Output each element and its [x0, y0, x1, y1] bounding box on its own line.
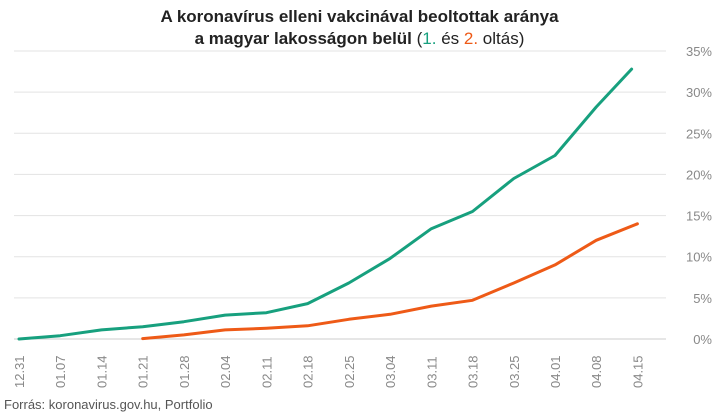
title-main: a magyar lakosságon belül — [194, 29, 412, 48]
x-tick-label: 03.11 — [424, 356, 439, 388]
title-dose2: 2. — [463, 29, 479, 48]
x-tick-label: 01.14 — [94, 355, 109, 388]
x-tick-label: 02.18 — [301, 355, 316, 388]
y-tick-label: 0% — [693, 332, 712, 347]
y-axis-tick-labels: 0% 5% 10% 15% 20% 25% 30% 35% — [686, 44, 712, 347]
x-tick-label: 03.18 — [466, 355, 481, 388]
title-paren-close: ) — [518, 29, 525, 48]
x-tick-label: 03.04 — [383, 355, 398, 388]
y-tick-label: 15% — [686, 209, 712, 224]
x-axis-tick-labels: 12.31 01.07 01.14 01.21 01.28 02.04 02.11 02.18… — [12, 355, 645, 388]
x-tick-label: 01.28 — [177, 355, 192, 388]
series-line-dose2 — [141, 222, 639, 341]
title-paren-open: ( — [411, 29, 423, 48]
title-and: és — [436, 29, 464, 48]
y-tick-label: 20% — [686, 167, 712, 182]
chart-title: A koronavírus elleni vakcinával beoltott… — [0, 6, 719, 50]
y-tick-label: 35% — [686, 44, 712, 59]
x-tick-label: 02.04 — [218, 355, 233, 388]
x-tick-label: 01.21 — [136, 355, 151, 388]
x-tick-label: 04.08 — [589, 355, 604, 388]
source-note: Forrás: koronavirus.gov.hu, Portfolio — [4, 397, 213, 412]
series-line-dose1 — [17, 67, 634, 341]
y-tick-label: 10% — [686, 250, 712, 265]
title-dose1: 1. — [422, 29, 437, 48]
gridlines — [14, 50, 666, 340]
x-tick-label: 01.07 — [53, 355, 68, 388]
chart-title-line1: A koronavírus elleni vakcinával beoltott… — [160, 7, 559, 26]
x-tick-label: 03.25 — [507, 355, 522, 388]
x-tick-label: 04.15 — [630, 355, 645, 388]
x-tick-label: 04.01 — [548, 355, 563, 388]
x-tick-label: 02.11 — [259, 356, 274, 388]
title-dose-word: oltás — [478, 29, 519, 48]
series-lines — [17, 67, 639, 341]
chart-title-line2: a magyar lakosságon belül (1. és 2. oltá… — [0, 28, 719, 50]
y-tick-label: 5% — [693, 291, 712, 306]
y-tick-label: 25% — [686, 126, 712, 141]
x-tick-label: 02.25 — [342, 355, 357, 388]
y-tick-label: 30% — [686, 85, 712, 100]
x-tick-label: 12.31 — [12, 355, 27, 388]
